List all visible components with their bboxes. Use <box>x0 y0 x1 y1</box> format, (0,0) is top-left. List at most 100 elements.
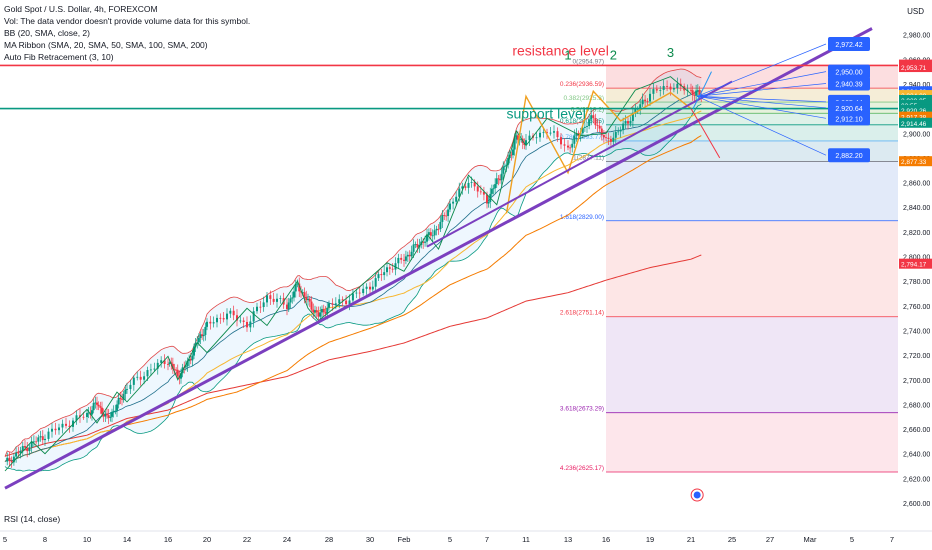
candle-body <box>404 256 407 261</box>
fib-label-4.236: 4.236(2625.17) <box>560 465 604 472</box>
target-tag-text: 2,912.10 <box>835 116 862 123</box>
candle-body <box>226 313 228 320</box>
candle-body <box>219 317 222 319</box>
candle-body <box>26 447 29 452</box>
candle-body <box>429 232 432 236</box>
candle-body <box>122 394 125 400</box>
target-tag-2[interactable]: 2,950.00 <box>828 64 870 79</box>
rsi-legend[interactable]: RSI (14, close) <box>4 514 61 524</box>
candle-body <box>672 87 675 90</box>
candle-body <box>30 441 33 448</box>
candle-body <box>605 137 607 139</box>
ma200-line <box>4 254 702 457</box>
candle-body <box>308 298 311 302</box>
candle-body <box>287 302 290 309</box>
candle-body <box>252 311 255 322</box>
ma-ribbon-legend[interactable]: MA Ribbon (SMA, 20, SMA, 50, SMA, 100, S… <box>4 40 208 50</box>
candle-body <box>206 321 208 327</box>
candle-body <box>581 127 584 134</box>
candle-body <box>204 326 207 335</box>
candle-body <box>300 291 302 293</box>
x-tick-label: 27 <box>766 535 774 544</box>
candle-body <box>296 283 299 285</box>
candle-body <box>617 131 620 133</box>
x-tick-label: 8 <box>43 535 47 544</box>
candle-body <box>6 457 9 462</box>
candle-body <box>348 300 351 305</box>
x-tick-label: 11 <box>522 535 530 544</box>
candle-body <box>82 416 85 418</box>
candle-body <box>470 182 473 183</box>
candle-body <box>535 137 538 139</box>
candle-body <box>435 228 438 231</box>
x-tick-label: Feb <box>398 535 411 544</box>
wave-label-1: 1 <box>564 47 571 62</box>
target-tag-3[interactable]: 2,940.39 <box>828 76 870 91</box>
y-tick-label: 2,820.00 <box>903 230 930 237</box>
economic-event-icon[interactable] <box>690 488 704 502</box>
y-tick-label: 2,940.00 <box>903 82 930 89</box>
candle-body <box>455 196 458 202</box>
candle-body <box>416 244 419 248</box>
target-tag-1[interactable]: 2,972.42 <box>828 36 870 51</box>
candle-body <box>37 437 40 442</box>
candle-body <box>58 427 60 431</box>
candle-body <box>294 283 297 292</box>
candle-body <box>486 194 488 204</box>
y-tick-label: 2,740.00 <box>903 328 930 335</box>
candle-body <box>594 118 597 126</box>
candle-body <box>249 321 252 328</box>
candle-body <box>97 404 100 407</box>
candle-body <box>383 272 386 276</box>
candle-body <box>355 292 358 294</box>
candle-body <box>528 135 531 141</box>
candle-body <box>111 411 113 417</box>
target-tag-5[interactable]: 2,920.64 <box>828 100 870 115</box>
x-tick-label: Mar <box>804 535 817 544</box>
projection-line <box>697 83 827 97</box>
candle-body <box>315 310 318 313</box>
candle-body <box>236 315 238 321</box>
target-tag-7[interactable]: 2,882.20 <box>828 148 870 163</box>
candle-body <box>149 369 152 371</box>
candle-body <box>160 360 163 363</box>
candle-body <box>209 321 212 324</box>
candle-body <box>272 298 275 302</box>
candle-body <box>406 254 409 257</box>
candle-body <box>624 121 627 124</box>
candle-body <box>229 310 232 314</box>
price-scale-tag-text: 2,877.33 <box>901 159 927 166</box>
y-tick-label: 2,640.00 <box>903 452 930 459</box>
candle-body <box>426 234 428 242</box>
candle-body <box>487 201 490 204</box>
candle-body <box>669 86 672 90</box>
x-tick-label: 16 <box>164 535 172 544</box>
candle-body <box>8 457 11 462</box>
target-tag-text: 2,972.42 <box>835 42 862 49</box>
candle-body <box>422 241 425 243</box>
candle-body <box>586 126 588 127</box>
candle-body <box>518 139 521 141</box>
x-tick-label: 20 <box>203 535 211 544</box>
x-tick-label: 14 <box>123 535 131 544</box>
target-tag-6[interactable]: 2,912.10 <box>828 111 870 126</box>
price-scale-tag-text: 2,920.26 <box>901 108 927 115</box>
bollinger-legend[interactable]: BB (20, SMA, close, 2) <box>4 28 90 38</box>
bollinger-upper <box>4 68 702 457</box>
candle-body <box>473 182 476 187</box>
candle-body <box>239 320 242 322</box>
candle-body <box>441 215 444 222</box>
candle-body <box>109 416 112 418</box>
candle-body <box>583 126 586 128</box>
candle-body <box>437 228 440 230</box>
candle-body <box>293 291 295 298</box>
candle-body <box>427 232 430 235</box>
candle-body <box>180 373 182 379</box>
candle-body <box>266 295 268 303</box>
candle-body <box>305 297 308 301</box>
fib-legend[interactable]: Auto Fib Retracement (3, 10) <box>4 52 114 62</box>
x-tick-label: 28 <box>325 535 333 544</box>
candle-body <box>439 221 442 230</box>
target-tag-box <box>828 76 870 91</box>
